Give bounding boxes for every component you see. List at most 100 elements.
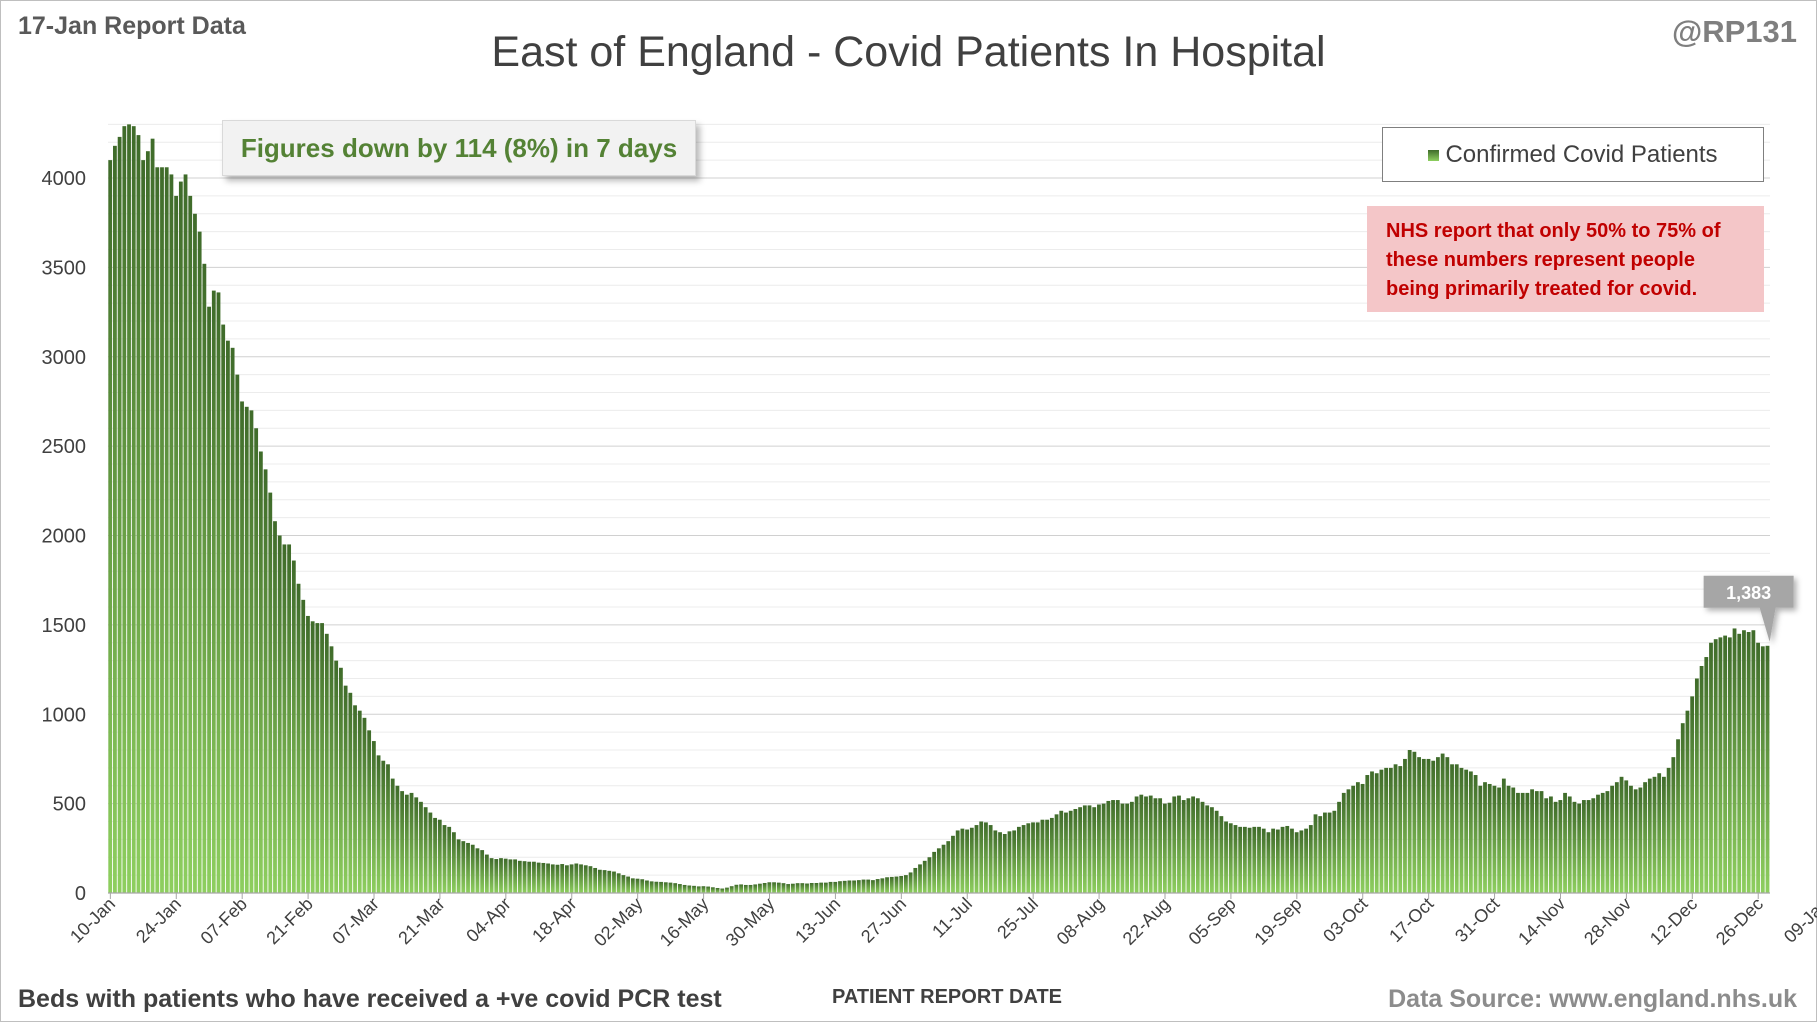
bar bbox=[1487, 783, 1492, 893]
bar bbox=[277, 535, 282, 893]
x-tick-label: 26-Dec bbox=[1712, 894, 1767, 949]
x-tick-label: 22-Aug bbox=[1119, 894, 1174, 949]
bar bbox=[772, 882, 776, 893]
bar bbox=[1210, 807, 1214, 893]
bar bbox=[306, 615, 310, 893]
bar bbox=[979, 821, 984, 893]
bar bbox=[244, 406, 249, 893]
bar bbox=[1417, 757, 1421, 893]
bar bbox=[400, 791, 405, 893]
y-tick-label: 3500 bbox=[42, 257, 87, 279]
bar bbox=[1516, 792, 1520, 893]
legend-label: Confirmed Covid Patients bbox=[1445, 141, 1718, 168]
bar bbox=[404, 794, 409, 893]
bar bbox=[1624, 780, 1629, 893]
bar bbox=[762, 882, 767, 893]
bar bbox=[334, 660, 339, 893]
x-tick-label: 14-Nov bbox=[1514, 894, 1569, 949]
bar bbox=[1012, 830, 1017, 893]
bar bbox=[1690, 696, 1695, 893]
bar bbox=[1332, 810, 1337, 893]
bar bbox=[376, 755, 381, 893]
bar bbox=[1233, 825, 1238, 893]
bar bbox=[174, 195, 179, 893]
bar bbox=[1242, 826, 1247, 893]
bar bbox=[1676, 739, 1680, 893]
bar bbox=[1666, 767, 1671, 893]
bar bbox=[1694, 678, 1699, 893]
bar bbox=[1633, 789, 1638, 893]
bar bbox=[249, 410, 254, 893]
bar bbox=[117, 136, 122, 893]
bar bbox=[1200, 801, 1205, 893]
bar bbox=[861, 879, 866, 893]
bar bbox=[419, 801, 423, 893]
bar bbox=[1431, 760, 1436, 893]
x-axis-title: PATIENT REPORT DATE bbox=[832, 986, 1062, 1008]
bar bbox=[1351, 785, 1356, 893]
bar bbox=[1318, 816, 1323, 893]
y-tick-label: 4000 bbox=[42, 168, 87, 190]
bar bbox=[357, 710, 362, 893]
bar bbox=[1398, 766, 1403, 893]
bar bbox=[1049, 817, 1054, 893]
bar bbox=[734, 884, 739, 893]
bar bbox=[1191, 796, 1195, 893]
bar bbox=[1709, 642, 1713, 893]
bar bbox=[1459, 767, 1464, 893]
bar bbox=[550, 864, 555, 893]
bar bbox=[871, 880, 875, 893]
bar bbox=[1619, 776, 1624, 893]
bar bbox=[1323, 812, 1327, 893]
x-tick-label: 28-Nov bbox=[1580, 894, 1635, 949]
bar bbox=[1473, 775, 1478, 893]
bar bbox=[1365, 775, 1370, 893]
bar bbox=[263, 469, 268, 893]
bar bbox=[517, 860, 522, 893]
bar bbox=[1586, 800, 1591, 893]
bar bbox=[1657, 773, 1662, 893]
bar bbox=[423, 807, 428, 893]
bar bbox=[1558, 800, 1563, 893]
bar bbox=[1723, 635, 1728, 893]
bar bbox=[932, 851, 937, 893]
bar bbox=[1337, 801, 1341, 893]
bar bbox=[951, 835, 955, 893]
report-date: 17-Jan Report Data bbox=[18, 12, 246, 40]
data-source: Data Source: www.england.nhs.uk bbox=[1388, 985, 1797, 1013]
bar bbox=[1539, 791, 1544, 893]
bar bbox=[1511, 787, 1516, 893]
bar bbox=[974, 825, 979, 893]
bar bbox=[437, 819, 442, 893]
bar bbox=[946, 841, 951, 893]
bar bbox=[386, 764, 390, 893]
bar bbox=[489, 858, 494, 893]
bar bbox=[343, 685, 348, 893]
bar bbox=[1214, 810, 1219, 893]
bar bbox=[1638, 787, 1643, 893]
bar bbox=[1078, 807, 1083, 893]
bar bbox=[268, 492, 273, 893]
bar bbox=[682, 884, 687, 893]
bar bbox=[1360, 783, 1365, 893]
x-tick-label: 25-Jul bbox=[993, 894, 1042, 943]
bar bbox=[583, 865, 588, 893]
bar bbox=[532, 861, 536, 893]
bar bbox=[235, 374, 240, 893]
bar bbox=[1680, 723, 1685, 893]
x-tick-label: 05-Sep bbox=[1185, 894, 1240, 949]
bar bbox=[211, 290, 216, 893]
x-tick-label: 04-Apr bbox=[462, 894, 514, 946]
x-tick-label: 13-Jun bbox=[791, 894, 844, 947]
bar bbox=[998, 832, 1002, 893]
bar bbox=[240, 401, 244, 893]
bar bbox=[889, 876, 894, 893]
bar bbox=[1294, 832, 1299, 893]
bar bbox=[1224, 821, 1228, 893]
bar bbox=[984, 822, 988, 893]
bar bbox=[668, 882, 673, 893]
bar bbox=[1299, 830, 1304, 893]
bar bbox=[320, 623, 324, 893]
bar bbox=[800, 883, 805, 893]
